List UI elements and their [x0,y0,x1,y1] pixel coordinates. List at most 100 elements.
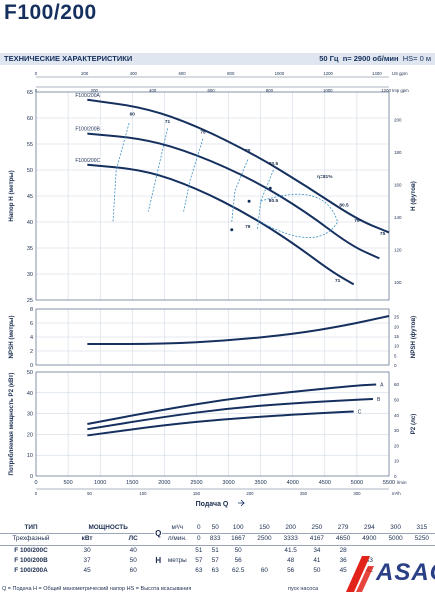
performance-table: ТИП МОЩНОСТЬ Q м³/ч 0 50 100 150 200 250 279 29… [0,523,435,576]
h-cell: 33 [365,556,373,564]
y-tick-label: 0 [30,363,33,369]
table-row: F 100/200C 30 40 H метры 51 51 50 41.5 34 28 [0,545,435,565]
y-tick-label: 4 [30,335,33,341]
h-unit: метры [167,556,187,564]
page-title: F100/200 [4,1,97,24]
y-right-axis-label: P2 (лс) [410,414,417,435]
y-right-tick-label: 120 [394,248,402,253]
efficiency-curve [257,169,274,230]
top-tick-label: 200 [81,71,89,76]
q-cell: 3333 [277,533,304,546]
y-axis-label: Напор H (метры) [8,170,15,221]
y-right-tick-label: 50 [394,398,400,403]
y-right-tick-label: 20 [394,443,400,448]
row-hp: 60 [129,567,137,575]
y-right-tick-label: 180 [394,150,402,155]
series-label: C [358,410,362,416]
efficiency-label: 75 [380,231,386,237]
y-tick-label: 8 [30,307,33,313]
efficiency-label: 71 [335,278,341,284]
logo-text: ASAO [376,559,435,586]
brand-logo: ASAO [340,552,435,600]
y-tick-label: 10 [27,453,33,459]
q-cell: 300 [382,523,409,535]
specs-params: 50 Гц n= 2900 об/мин HS= 0 м [319,53,431,65]
h-cell: 41 [313,556,321,564]
row-type: F 100/200C [14,546,48,554]
row-kw: 45 [83,567,91,575]
y-right-axis-label: H (футов) [410,181,417,211]
row-hp: 40 [129,546,137,554]
y-tick-label: 50 [27,370,33,376]
y-tick-label: 0 [30,474,33,480]
y-right-tick-label: 160 [394,183,402,188]
h-cell: 36 [339,556,347,564]
y-right-tick-label: 100 [394,280,402,285]
y-right-tick-label: 15 [394,334,400,339]
efficiency-label: 80.5 [269,198,279,204]
bottom-tick-label: 50 [87,491,92,496]
q-cell: 2500 [251,533,278,546]
footnote-legend: Q = Подача H = Общий манометрический нап… [2,586,192,592]
specs-label: ТЕХНИЧЕСКИЕ ХАРАКТЕРИСТИКИ [4,54,133,63]
q-cell: 1667 [225,533,252,546]
y-right-tick-label: 0 [394,474,397,479]
bottom-tick-label: 0 [35,491,38,496]
h-cell: 51 [211,546,219,554]
q-cell: 5250 [408,533,435,546]
y-right-tick-label: 0 [394,363,397,368]
top-tick-label: 800 [227,71,235,76]
x-axis-unit: l/min [397,480,407,485]
y-right-tick-label: 200 [394,118,402,123]
y-right-axis-label: NPSH (футов) [410,316,417,358]
logo-mark-icon [346,556,374,592]
series-label: A [380,382,384,388]
top-axis-unit: US gpm [392,71,408,76]
y-tick-label: 25 [27,298,33,304]
row-type: F 100/200A [14,567,48,575]
efficiency-label: 79 [245,148,251,154]
series-label: B [377,397,381,403]
y-tick-label: 40 [27,220,33,226]
row-kw: 30 [83,546,91,554]
y-axis-label: Потребляемая мощность P2 (кВт) [8,373,15,476]
unit-kw: кВт [62,533,113,546]
series-line-b [87,398,374,431]
y-tick-label: 30 [27,272,33,278]
q-unit-m3h: м³/ч [162,523,193,535]
q-cell: 4650 [330,533,357,546]
x-axis-label: Подача Q [196,501,229,508]
top-tick-label: 600 [178,71,186,76]
x-tick-label: 2000 [158,480,170,486]
efficiency-label: 71 [165,119,171,125]
y-right-tick-label: 140 [394,215,402,220]
q-cell: 279 [330,523,357,535]
q-cell: 4167 [303,533,330,546]
h-cell: 56 [287,567,295,575]
x-tick-label: 2500 [190,480,202,486]
top-tick-label: 400 [130,71,138,76]
bep-marker [268,186,272,190]
efficiency-curve [147,128,168,212]
y-right-tick-label: 10 [394,459,400,464]
y-tick-label: 65 [27,90,33,96]
series-line-f100-200c [87,163,355,286]
row-type: F 100/200B [14,556,48,564]
y-right-tick-label: 30 [394,428,400,433]
bottom-tick-label: 150 [193,491,201,496]
y-tick-label: 55 [27,142,33,148]
series-label: F100/200B [75,127,100,133]
efficiency-label: 80.5 [339,202,349,208]
h-cell: 56 [234,556,242,564]
bottom-tick-label: 300 [353,491,361,496]
bottom-tick-label: 250 [300,491,308,496]
h-cell: 45 [339,567,347,575]
h-cell: 34 [313,546,321,554]
h-cell: 41.5 [284,546,297,554]
top-tick-label: 800 [266,88,274,93]
y-axis-label: NPSH (метры) [8,315,15,358]
series-line-a [87,383,377,425]
q-unit-lmin: л/мин. [162,533,193,546]
y-right-tick-label: 25 [394,315,400,320]
